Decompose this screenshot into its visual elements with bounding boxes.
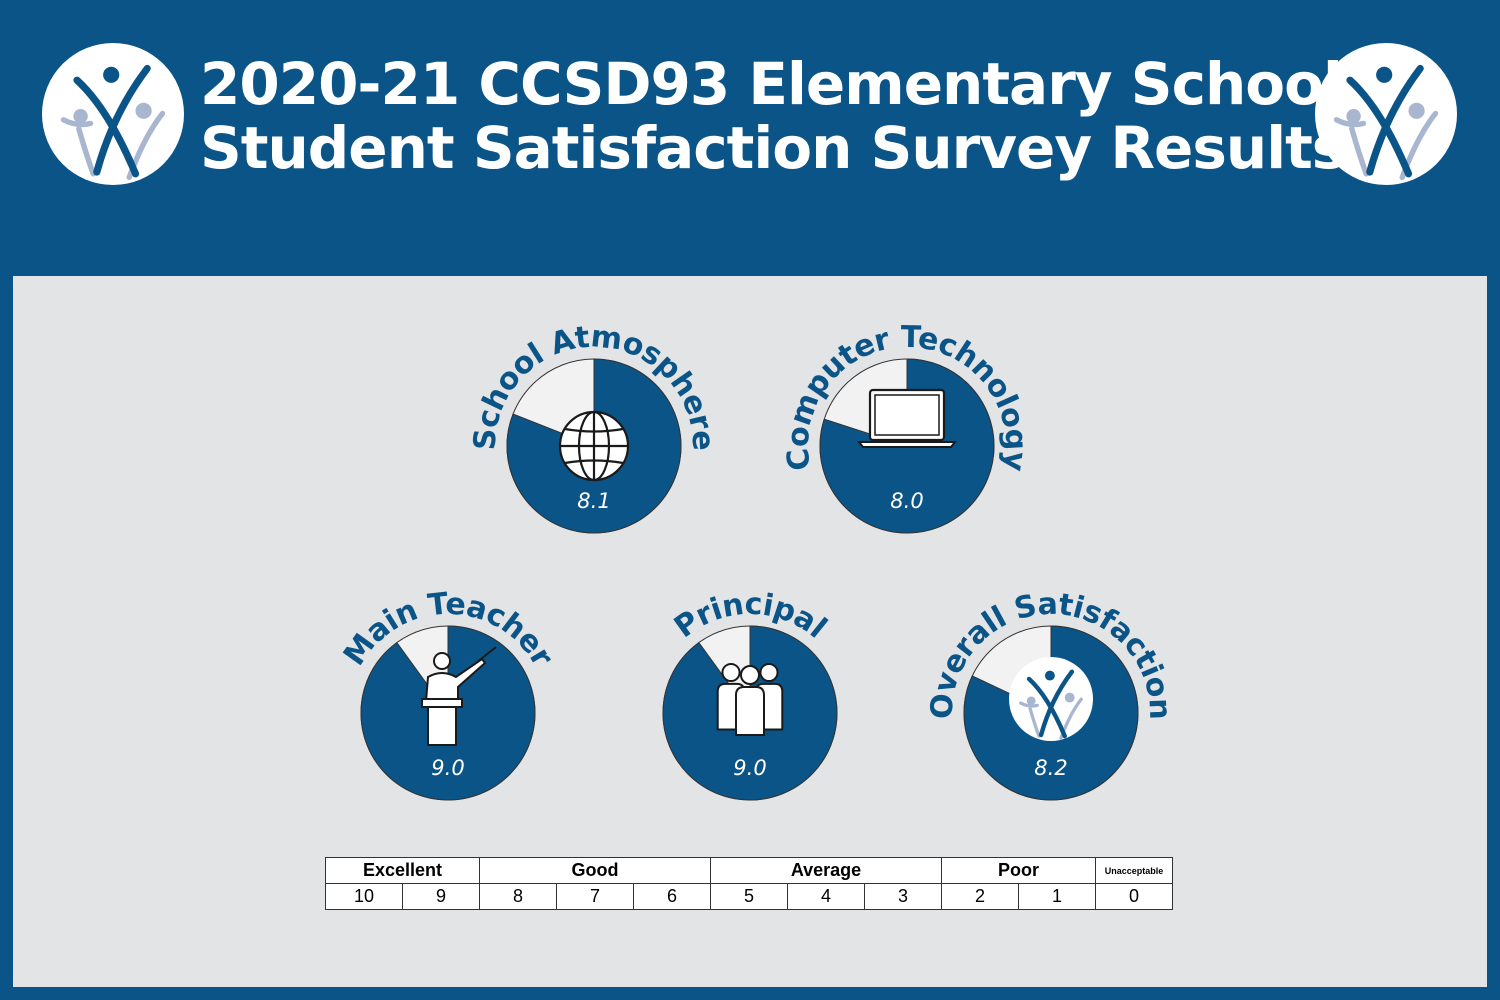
scale-value: 1: [1018, 883, 1096, 910]
ccsd93-logo-icon: [1009, 657, 1093, 741]
page-title: 2020-21 CCSD93 Elementary School Student…: [200, 50, 1346, 182]
ccsd93-logo-icon: [60, 64, 166, 181]
scale-value: 6: [633, 883, 711, 910]
data-label: 8.2: [1034, 756, 1067, 780]
scale-category-row: Excellent Good Average Poor Unacceptable: [325, 857, 1173, 884]
rating-scale-table: Excellent Good Average Poor Unacceptable 10 9…: [325, 857, 1173, 910]
data-label: 9.0: [431, 756, 464, 780]
laptop-icon: [856, 388, 958, 448]
scale-category-good: Good: [479, 857, 711, 884]
scale-value: 7: [556, 883, 634, 910]
title-line-1: 2020-21 CCSD93 Elementary School: [200, 50, 1343, 118]
scale-value: 10: [325, 883, 403, 910]
data-label: 8.1: [577, 489, 610, 513]
scale-value-row: 10 9 8 7 6 5 4 3 2 1 0: [325, 883, 1173, 910]
globe-icon: [558, 410, 630, 482]
scale-value: 0: [1095, 883, 1173, 910]
scale-category-average: Average: [710, 857, 942, 884]
scale-value: 5: [710, 883, 788, 910]
ccsd93-logo-icon: [1333, 64, 1439, 181]
scale-value: 9: [402, 883, 480, 910]
scale-value: 3: [864, 883, 942, 910]
scale-category-excellent: Excellent: [325, 857, 480, 884]
scale-value: 8: [479, 883, 557, 910]
scale-category-unacceptable: Unacceptable: [1095, 857, 1173, 884]
ccsd93-logo-right: [1315, 43, 1457, 185]
people-icon: [716, 662, 784, 736]
scale-category-poor: Poor: [941, 857, 1096, 884]
scale-value: 2: [941, 883, 1019, 910]
teacher-icon: [421, 646, 497, 746]
data-label: 9.0: [733, 756, 766, 780]
title-line-2: Student Satisfaction Survey Results: [200, 114, 1346, 182]
ccsd93-logo-left: [42, 43, 184, 185]
value-slice: [963, 625, 1139, 801]
scale-value: 4: [787, 883, 865, 910]
data-label: 8.0: [890, 489, 923, 513]
